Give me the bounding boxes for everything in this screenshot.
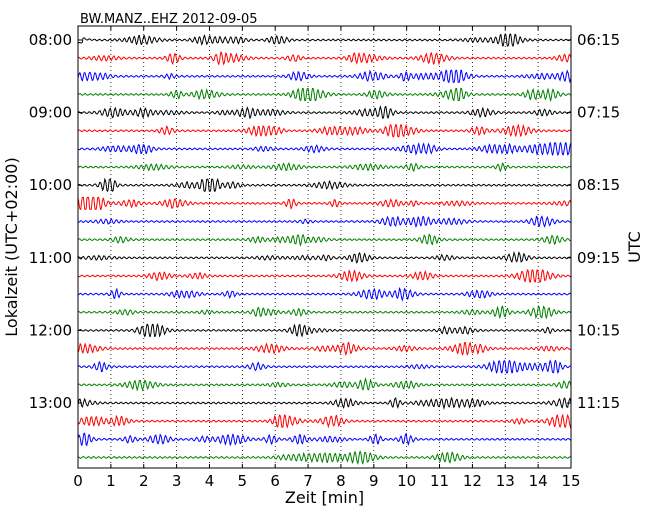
y-tick-label-right: 07:15 — [577, 104, 620, 122]
y-axis-label-right: UTC — [625, 231, 644, 263]
seismogram-trace — [77, 268, 572, 283]
x-tick-label: 8 — [336, 472, 346, 490]
x-axis-label: Zeit [min] — [285, 488, 364, 507]
seismogram-trace — [77, 250, 572, 264]
seismogram-trace — [77, 396, 572, 410]
seismogram-trace — [77, 286, 572, 302]
seismogram-trace — [77, 196, 572, 210]
x-tick-label: 15 — [561, 472, 580, 490]
y-tick-label-right: 11:15 — [577, 394, 620, 412]
seismogram-trace — [77, 104, 572, 120]
y-tick-label-right: 08:15 — [577, 176, 620, 194]
x-tick-label: 7 — [303, 472, 313, 490]
x-tick-label: 2 — [139, 472, 149, 490]
seismogram-trace — [77, 359, 572, 374]
seismogram-trace — [77, 322, 572, 338]
y-axis-label-left: Lokalzeit (UTC+02:00) — [2, 157, 21, 336]
axes-background — [78, 26, 571, 468]
seismogram-trace — [77, 87, 572, 103]
seismogram-trace — [77, 162, 572, 173]
seismogram-trace — [77, 413, 572, 429]
y-tick-label-right: 09:15 — [577, 249, 620, 267]
y-tick-label-right: 10:15 — [577, 321, 620, 339]
seismogram-traces — [77, 33, 572, 465]
x-tick-label: 1 — [106, 472, 116, 490]
y-tick-label-right: 06:15 — [577, 31, 620, 49]
x-tick-label: 12 — [463, 472, 482, 490]
chart-title: BW.MANZ..EHZ 2012-09-05 — [80, 12, 258, 27]
y-tick-label-left: 10:00 — [29, 176, 72, 194]
x-tick-label: 3 — [172, 472, 182, 490]
x-tick-label: 5 — [238, 472, 248, 490]
y-tick-label-left: 13:00 — [29, 394, 72, 412]
seismogram-trace — [77, 432, 572, 447]
seismogram-trace — [77, 177, 572, 193]
y-tick-label-left: 08:00 — [29, 31, 72, 49]
seismogram-trace — [77, 50, 572, 66]
seismogram-trace — [77, 341, 572, 357]
x-tick-label: 0 — [73, 472, 83, 490]
axes-frame — [77, 25, 572, 469]
x-tick-label: 13 — [496, 472, 515, 490]
seismogram-trace — [77, 69, 572, 84]
y-tick-label-left: 11:00 — [29, 249, 72, 267]
seismogram-trace — [77, 450, 572, 465]
seismogram-trace — [77, 233, 572, 247]
seismogram-trace — [77, 123, 572, 138]
x-tick-label: 4 — [205, 472, 215, 490]
x-tick-label: 6 — [270, 472, 280, 490]
x-tick-label: 10 — [397, 472, 416, 490]
y-tick-label-left: 12:00 — [29, 321, 72, 339]
seismogram-trace — [77, 305, 572, 320]
seismogram-trace — [77, 141, 572, 157]
grid — [110, 26, 539, 468]
seismogram-trace — [77, 215, 572, 228]
seismogram-trace — [77, 376, 572, 392]
x-axis-ticks: 0 1 2 3 4 5 6 7 8 9 10 11 12 13 14 15 — [73, 26, 581, 490]
seismogram-trace — [77, 33, 572, 48]
x-tick-label: 11 — [430, 472, 449, 490]
y-tick-label-left: 09:00 — [29, 104, 72, 122]
x-tick-label: 9 — [369, 472, 379, 490]
y-axis-ticks: 08:00 09:00 10:00 11:00 12:00 13:00 06:15 07:15… — [29, 31, 620, 412]
x-tick-label: 14 — [529, 472, 548, 490]
